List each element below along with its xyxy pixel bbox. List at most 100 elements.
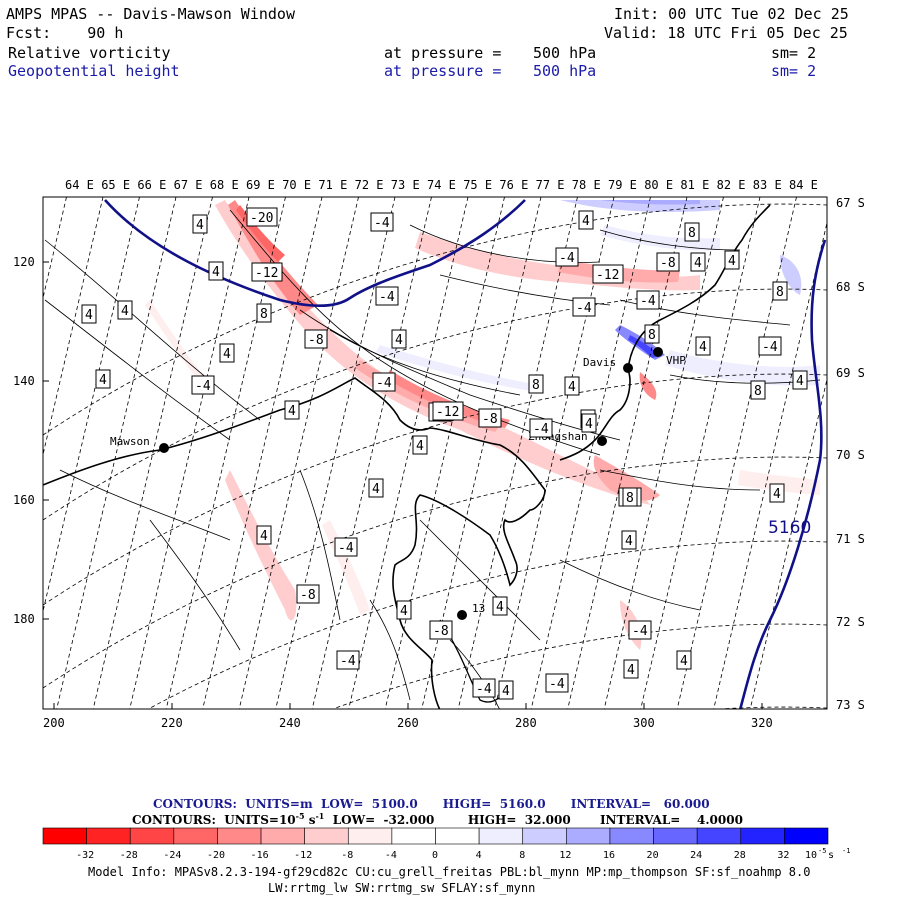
vorticity-contour-label: 8 — [622, 487, 638, 507]
vorticity-contour-label: 4 — [95, 369, 111, 389]
svg-text:-20: -20 — [250, 211, 273, 226]
height-contour-info: CONTOURS: UNITS=m LOW= 5100.0 HIGH= 5160… — [153, 797, 710, 811]
coastline — [43, 377, 546, 709]
vorticity-contour-label: 4 — [792, 370, 808, 390]
svg-text:-4: -4 — [195, 379, 211, 394]
colorbar-segment — [784, 827, 829, 845]
svg-text:4: 4 — [627, 663, 635, 678]
station-dot-davis — [623, 363, 633, 373]
vorticity-contour-label: 4 — [578, 210, 594, 230]
vorticity-contour-label: -4 — [370, 212, 394, 232]
vorticity-contour-label: 8 — [772, 281, 788, 301]
svg-text:-4: -4 — [476, 682, 492, 697]
svg-text:-4: -4 — [533, 422, 549, 437]
svg-text:4: 4 — [582, 214, 590, 229]
svg-text:4: 4 — [260, 529, 268, 544]
svg-text:-12: -12 — [596, 268, 619, 283]
colorbar-tick-label: -20 — [207, 850, 225, 861]
lon-label: 79 E — [608, 178, 637, 192]
vorticity-contour-label: -4 — [572, 297, 596, 317]
lon-label: 77 E — [536, 178, 565, 192]
station-dot-vhp — [653, 347, 663, 357]
lat-label: 67 S — [836, 196, 865, 210]
svg-text:8: 8 — [626, 491, 634, 506]
height-contour-west — [104, 199, 526, 307]
lat-label: 70 S — [836, 448, 865, 462]
svg-text:-4: -4 — [340, 654, 356, 669]
svg-text:-4: -4 — [632, 624, 648, 639]
vorticity-contour-label: -8 — [296, 584, 320, 604]
colorbar-segment — [522, 827, 567, 845]
svg-text:-8: -8 — [300, 588, 316, 603]
svg-text:4: 4 — [212, 265, 220, 280]
meridian-line — [43, 197, 104, 457]
latitude-labels: 67 S 68 S 69 S 70 S 71 S 72 S 73 S — [836, 196, 865, 712]
meridian-line — [0, 197, 30, 712]
vorticity-contour-label: -4 — [375, 286, 399, 306]
colorbar-unit: 10 — [805, 850, 817, 861]
vorticity-contour-label: -12 — [432, 401, 464, 421]
lat-label: 71 S — [836, 532, 865, 546]
vorticity-shading — [145, 200, 820, 650]
lon-label: 66 E — [137, 178, 166, 192]
vorticity-contour-label: 4 — [192, 214, 208, 234]
colorbar-segment — [435, 827, 480, 845]
field1-smoothing: sm= 2 — [771, 44, 817, 62]
valid-time: Valid: 18 UTC Fri 05 Dec 25 — [604, 24, 848, 42]
init-time: Init: 00 UTC Tue 02 Dec 25 — [614, 5, 849, 23]
y-tick-label: 140 — [13, 374, 35, 388]
vorticity-contour-label: 4 — [581, 413, 597, 433]
svg-text:4: 4 — [372, 482, 380, 497]
lon-label: 75 E — [463, 178, 492, 192]
station-label-davis: Davis — [583, 356, 616, 369]
meridian-line — [676, 197, 797, 709]
vorticity-contour-label: -4 — [372, 372, 396, 392]
field2-smoothing: sm= 2 — [771, 62, 817, 80]
x-tick-label: 200 — [43, 716, 65, 730]
station-label-mawson: Mawson — [110, 435, 150, 448]
svg-text:4: 4 — [728, 254, 736, 269]
vorticity-contour-label: 8 — [750, 380, 766, 400]
forecast-hour: Fcst: 90 h — [6, 24, 124, 42]
colorbar-tick-label: -8 — [341, 850, 353, 861]
meridian-line — [275, 197, 396, 709]
vorticity-contour-info: CONTOURS: UNITS=10-5 s-1 LOW= -32.000 HI… — [132, 811, 743, 827]
colorbar-tick-label: 32 — [777, 850, 789, 861]
colorbar-tick-label: -4 — [385, 850, 397, 861]
svg-text:8: 8 — [776, 285, 784, 300]
svg-text:-4: -4 — [640, 294, 656, 309]
colorbar-segment — [566, 827, 611, 845]
map-title: AMPS MPAS -- Davis-Mawson Window — [6, 5, 295, 23]
svg-text:4: 4 — [694, 256, 702, 271]
svg-text:4: 4 — [416, 439, 424, 454]
svg-text:4: 4 — [585, 417, 593, 432]
station-label-vhp: VHP — [666, 354, 686, 367]
axis-ticks: 200 220 240 260 280 300 320 120 140 160 180 — [13, 255, 773, 730]
svg-text:4: 4 — [625, 534, 633, 549]
vorticity-contour-label: -4 — [628, 620, 652, 640]
lon-label: 69 E — [246, 178, 275, 192]
vorticity-contour-label: 4 — [396, 600, 412, 620]
svg-text:4: 4 — [121, 304, 129, 319]
field2-name: Geopotential height — [8, 62, 180, 80]
svg-text:8: 8 — [532, 378, 540, 393]
vorticity-labels: -20 -12 -4 4 4 8 -8 4 4 4 -4 4 -4 -4 4 8 -4 -12 -4 -8 4 8 4 -4 4… — [81, 207, 808, 700]
vorticity-contour-label: 4 — [724, 250, 740, 270]
svg-text:-4: -4 — [762, 340, 778, 355]
vorticity-contour-label: 4 — [412, 435, 428, 455]
colorbar-tick-label: 8 — [519, 850, 525, 861]
svg-text:8: 8 — [754, 384, 762, 399]
svg-text:-8: -8 — [433, 624, 449, 639]
field1-level: 500 hPa — [533, 44, 597, 62]
lon-label: 72 E — [355, 178, 384, 192]
svg-text:4: 4 — [680, 654, 688, 669]
lon-label: 81 E — [680, 178, 709, 192]
vorticity-contour-label: 4 — [492, 596, 508, 616]
field2-level: 500 hPa — [533, 62, 597, 80]
svg-text:4: 4 — [196, 218, 204, 233]
vorticity-contour-label: 4 — [676, 650, 692, 670]
station-dot-13 — [457, 610, 467, 620]
vorticity-contour-label: 8 — [644, 324, 660, 344]
svg-text:4: 4 — [773, 487, 781, 502]
